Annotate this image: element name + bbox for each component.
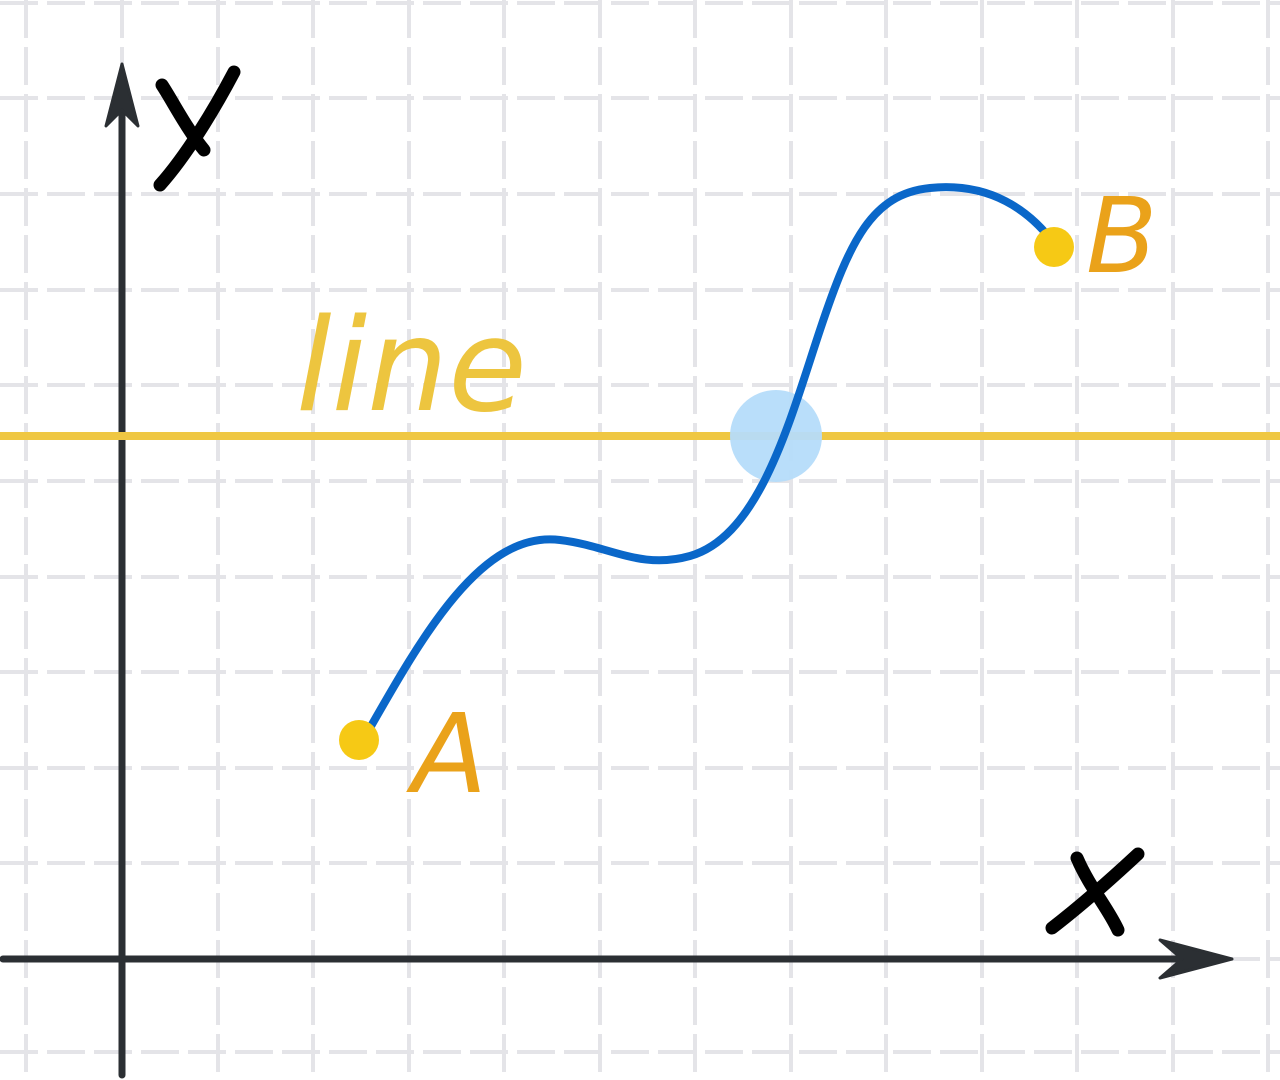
arrowhead-right-icon xyxy=(1158,938,1234,980)
y-axis-label: y xyxy=(195,132,201,143)
y-axis-letter-strokes xyxy=(153,65,241,192)
x-axis-letter-strokes xyxy=(1045,847,1145,937)
point-b-label: B xyxy=(1086,175,1157,297)
curve-a-to-b xyxy=(358,183,1060,746)
point-b-marker xyxy=(1034,227,1074,267)
arrowhead-up-icon xyxy=(104,62,140,128)
point-a-marker xyxy=(339,720,379,760)
point-a-label: A xyxy=(406,690,487,818)
x-axis-label: x xyxy=(1093,892,1099,903)
intersection-highlight xyxy=(730,390,822,482)
line-label: line xyxy=(296,292,527,441)
